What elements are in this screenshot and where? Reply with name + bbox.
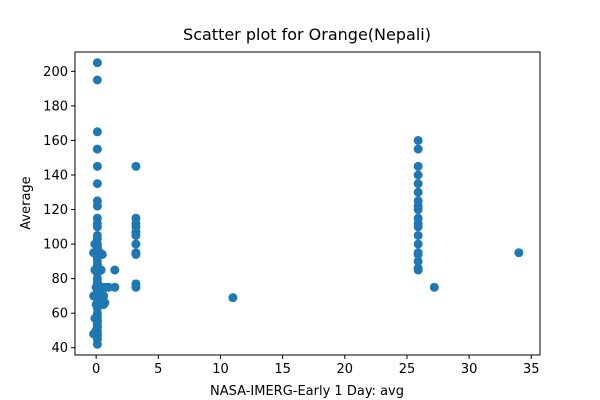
data-point (89, 248, 99, 258)
data-point (92, 127, 102, 137)
x-tick-label: 30 (461, 362, 478, 377)
y-tick-label: 80 (51, 272, 68, 287)
plot-frame (74, 51, 541, 356)
x-tick-label: 5 (154, 362, 162, 377)
data-point (90, 239, 100, 249)
y-tick-label: 180 (43, 99, 68, 114)
y-tick-label: 100 (43, 238, 68, 253)
data-point (429, 282, 439, 292)
data-point (99, 291, 109, 301)
data-point (131, 282, 141, 292)
data-point (413, 170, 423, 180)
data-point (228, 293, 238, 303)
data-point (96, 265, 106, 275)
data-point (131, 161, 141, 171)
x-tick-label: 35 (523, 362, 540, 377)
y-tick-label: 140 (43, 168, 68, 183)
data-point (514, 248, 524, 258)
data-point (92, 144, 102, 154)
y-tick-label: 40 (51, 341, 68, 356)
data-point (413, 135, 423, 145)
chart-title: Scatter plot for Orange(Nepali) (183, 25, 431, 44)
data-point (92, 58, 102, 68)
data-point (90, 313, 100, 323)
data-point (413, 205, 423, 215)
data-point (92, 179, 102, 189)
data-points (89, 58, 524, 349)
y-tick-label: 200 (43, 65, 68, 80)
data-point (92, 75, 102, 85)
data-point (92, 222, 102, 232)
data-point (413, 222, 423, 232)
data-point (413, 144, 423, 154)
data-point (90, 265, 100, 275)
y-tick-label: 120 (43, 203, 68, 218)
data-point (413, 161, 423, 171)
x-tick-label: 20 (337, 362, 354, 377)
data-point (131, 230, 141, 240)
data-point (413, 239, 423, 249)
data-point (92, 201, 102, 211)
data-point (131, 239, 141, 249)
data-point (110, 282, 120, 292)
data-point (131, 249, 141, 259)
x-tick-label: 10 (212, 362, 229, 377)
x-axis-label: NASA-IMERG-Early 1 Day: avg (210, 384, 404, 399)
data-point (104, 282, 114, 292)
data-point (97, 249, 107, 259)
data-point (413, 187, 423, 197)
data-point (413, 179, 423, 189)
y-axis-label: Average (19, 176, 34, 229)
data-point (413, 265, 423, 275)
data-point (413, 230, 423, 240)
y-tick-label: 60 (51, 307, 68, 322)
ticks-layer: 0 5 10 15 20 25 30 35 40 60 80 100 120 140 160 180 200 (43, 65, 539, 377)
axes-frame (74, 51, 541, 356)
data-point (110, 265, 120, 275)
data-point (89, 329, 99, 339)
x-tick-label: 25 (399, 362, 416, 377)
data-point (92, 161, 102, 171)
data-point (413, 249, 423, 259)
data-point (413, 256, 423, 266)
y-tick-label: 160 (43, 134, 68, 149)
data-point (92, 339, 102, 349)
x-tick-label: 0 (92, 362, 100, 377)
x-tick-label: 15 (274, 362, 291, 377)
